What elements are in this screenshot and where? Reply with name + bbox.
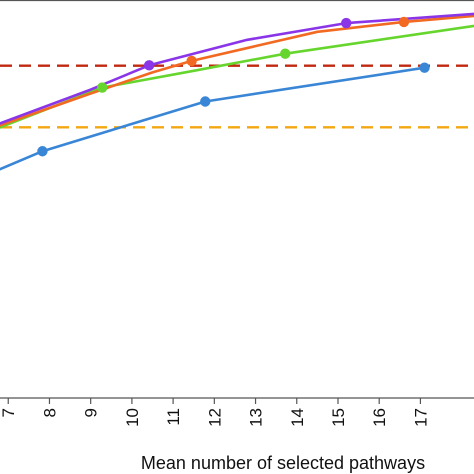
x-axis-title: Mean number of selected pathways xyxy=(141,453,425,473)
series-line-4 xyxy=(0,12,474,125)
series-3-point-2 xyxy=(398,16,410,28)
x-tick-label: 7 xyxy=(0,408,18,417)
x-tick-label: 17 xyxy=(411,408,430,427)
series-1-point-2 xyxy=(200,96,211,107)
series-4-point-1 xyxy=(144,60,155,71)
series-1-point-1 xyxy=(37,146,48,157)
series-2-point-1 xyxy=(97,82,108,93)
x-tick-label: 14 xyxy=(288,408,307,427)
plot-area: 7 8 9 10 11 12 13 14 15 16 17 xyxy=(0,0,474,427)
series-4-point-2 xyxy=(341,17,352,29)
series-line-1 xyxy=(0,66,426,171)
x-tick-label: 8 xyxy=(40,408,59,417)
x-tick-label: 12 xyxy=(205,408,224,427)
series-line-2 xyxy=(0,24,474,129)
x-tick-label: 11 xyxy=(164,408,183,426)
reference-lines xyxy=(0,64,474,129)
series-markers xyxy=(37,16,430,157)
x-tick-label: 15 xyxy=(329,408,348,427)
x-axis-ticks: 7 8 9 10 11 12 13 14 15 16 17 xyxy=(0,398,430,427)
x-tick-label: 13 xyxy=(247,408,266,427)
series-1-point-3 xyxy=(419,62,430,73)
series-3-point-1 xyxy=(186,55,197,67)
series-2-point-2 xyxy=(280,48,291,59)
x-tick-label: 16 xyxy=(370,408,389,427)
series-lines xyxy=(0,12,474,171)
x-tick-label: 10 xyxy=(123,408,142,427)
x-tick-label: 9 xyxy=(82,408,101,417)
